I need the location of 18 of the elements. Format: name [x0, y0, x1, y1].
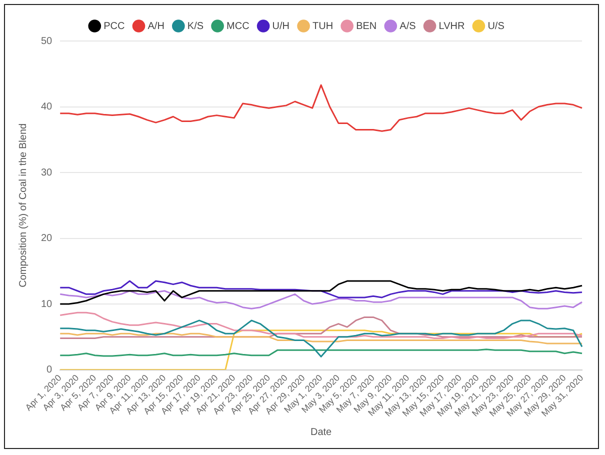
y-tick-label: 0	[46, 364, 53, 376]
legend-label: U/H	[272, 20, 290, 32]
legend-label: LVHR	[438, 20, 465, 32]
y-tick-label: 50	[41, 36, 53, 47]
legend-label: MCC	[226, 20, 250, 32]
legend-label: U/S	[488, 20, 505, 32]
y-tick-label: 30	[41, 167, 53, 178]
y-axis-title: Composition (%) of Coal in the Blend	[18, 123, 29, 288]
legend-label: A/S	[400, 20, 416, 32]
legend-label: A/H	[148, 20, 164, 32]
legend-label: PCC	[104, 20, 125, 32]
legend-label: BEN	[356, 20, 377, 32]
legend-label: K/S	[187, 20, 204, 32]
x-axis-title: Date	[310, 426, 332, 438]
y-tick-label: 10	[41, 298, 53, 310]
legend-label: TUH	[312, 20, 334, 32]
y-tick-label: 20	[41, 233, 53, 244]
y-tick-label: 40	[41, 102, 53, 113]
